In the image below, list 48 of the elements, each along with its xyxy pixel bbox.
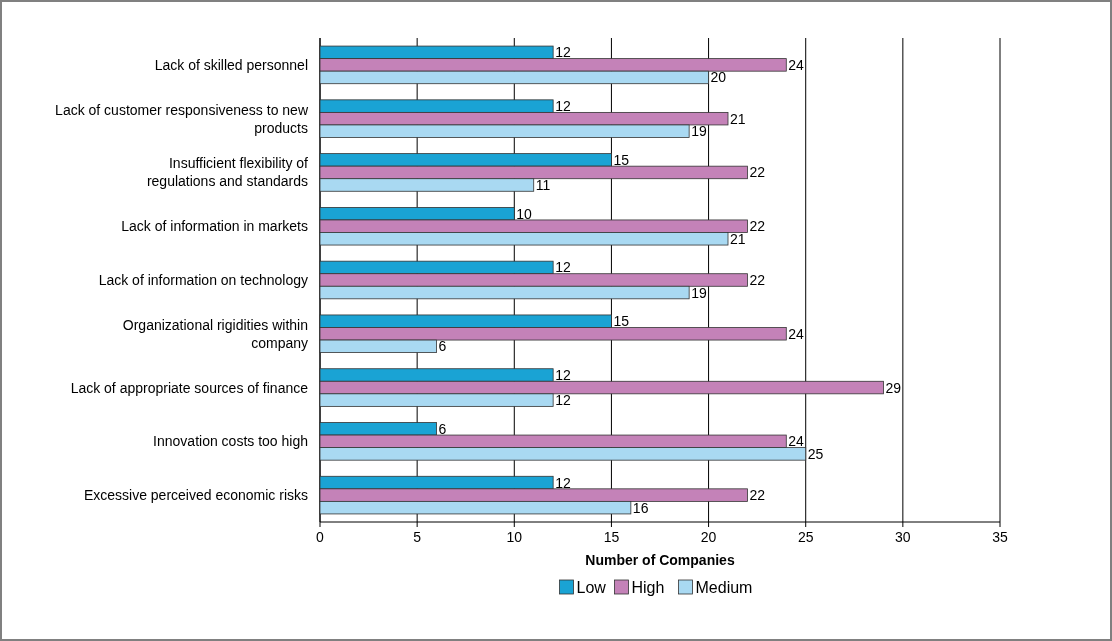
data-label: 15 (613, 313, 630, 330)
x-tick-label: 15 (603, 529, 620, 545)
data-label: 21 (730, 110, 746, 127)
x-tick-label: 35 (992, 529, 1008, 545)
data-label: 16 (632, 499, 649, 516)
data-label: 22 (749, 487, 766, 504)
data-label: 19 (691, 123, 707, 140)
data-label: 21 (730, 230, 746, 247)
data-label: 10 (516, 205, 533, 222)
y-tick-label: Excessive perceived economic risks (83, 487, 308, 504)
data-label: 6 (438, 420, 447, 437)
data-label: 12 (555, 44, 571, 61)
data-label: 22 (749, 164, 766, 181)
legend-label: Medium (695, 579, 753, 596)
x-axis-title: Number of Companies (585, 552, 735, 568)
x-tick-label: 20 (700, 529, 717, 545)
data-label: 12 (555, 392, 571, 409)
data-label: 15 (613, 151, 630, 168)
data-label: 11 (535, 176, 551, 193)
data-label: 12 (555, 367, 571, 384)
y-tick-label: Innovation costs too high (153, 433, 308, 450)
data-label: 12 (555, 98, 571, 115)
data-label: 25 (807, 445, 824, 462)
x-tick-label: 10 (506, 529, 523, 545)
y-tick-label: Lack of information in markets (121, 218, 308, 235)
data-label: 29 (885, 379, 902, 396)
data-label: 24 (788, 325, 805, 342)
data-label: 20 (710, 69, 727, 86)
x-tick-label: 5 (413, 529, 422, 545)
data-label: 6 (438, 338, 447, 355)
data-label: 19 (691, 284, 707, 301)
data-label: 24 (788, 433, 805, 450)
data-label: 12 (555, 259, 571, 276)
data-label: 22 (749, 218, 766, 235)
x-tick-label: 25 (797, 529, 814, 545)
y-tick-label: Insufficient flexibility of regulations and standards (146, 155, 309, 190)
data-label: 24 (788, 56, 805, 73)
y-tick-label: Lack of information on technology (98, 272, 308, 288)
x-tick-label: 0 (316, 529, 325, 545)
y-tick-label: Lack of appropriate sources of finance (70, 379, 309, 396)
legend-label: Low (576, 579, 607, 596)
data-label: 22 (749, 272, 766, 288)
y-tick-label: Organizational rigidities within company (122, 316, 308, 351)
x-tick-label: 30 (895, 529, 911, 545)
data-label: 12 (555, 474, 571, 491)
legend-label: High (631, 579, 665, 596)
y-tick-label: Lack of customer responsiveness to new products (55, 101, 309, 136)
y-tick-label: Lack of skilled personnel (154, 56, 308, 73)
